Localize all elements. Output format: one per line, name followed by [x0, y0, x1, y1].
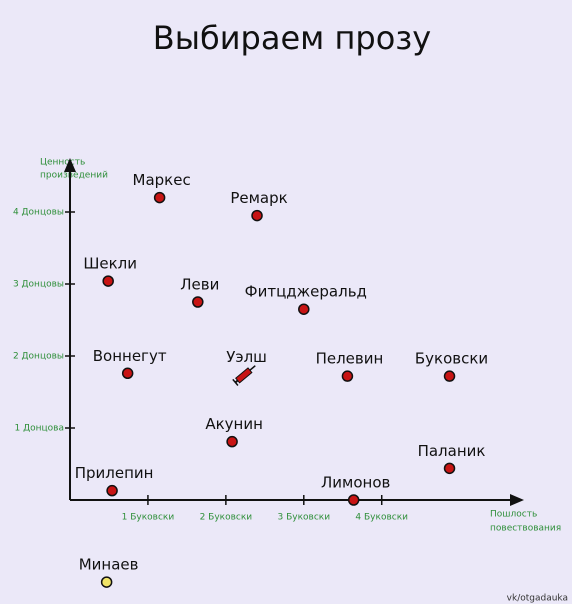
- point-label: Буковски: [415, 350, 488, 368]
- point: [443, 462, 456, 475]
- chart-title: Выбираем прозу: [153, 19, 431, 57]
- y-tick-label: 4 Донцовы: [13, 208, 64, 218]
- syringe-part: [249, 365, 256, 371]
- x-tick-label: 1 Буковски: [122, 513, 175, 523]
- point: [232, 365, 256, 386]
- x-tick-label: 3 Буковски: [278, 513, 331, 523]
- y-tick-label: 1 Донцова: [15, 424, 64, 434]
- x-axis-title: повествования: [490, 524, 561, 534]
- point-label: Прилепин: [75, 464, 154, 482]
- point-label: Ремарк: [230, 189, 287, 207]
- syringe-part: [232, 378, 239, 386]
- point: [251, 209, 263, 222]
- point-label: Акунин: [205, 415, 263, 433]
- point-label: Фитцджеральд: [245, 283, 367, 301]
- point-label: Уэлш: [226, 348, 267, 366]
- y-arrow: [64, 158, 76, 172]
- point: [192, 296, 204, 308]
- point-label: Леви: [180, 276, 219, 294]
- point-label: Пелевин: [316, 350, 384, 368]
- y-tick-label: 2 Донцовы: [13, 352, 64, 362]
- point-label: Паланик: [418, 442, 486, 460]
- y-axis-title: произведений: [40, 171, 108, 181]
- point: [341, 370, 354, 382]
- x-arrow: [510, 494, 524, 506]
- point: [121, 367, 134, 380]
- watermark: vk/otgadauka: [507, 594, 568, 604]
- point: [443, 370, 456, 382]
- point-label: Воннегут: [93, 347, 167, 365]
- point-label: Минаев: [79, 556, 139, 574]
- point-label: Маркес: [133, 171, 191, 189]
- x-axis-title: Пошлость: [490, 510, 537, 520]
- x-tick-label: 4 Буковски: [355, 513, 408, 523]
- point: [106, 484, 118, 497]
- point: [226, 435, 238, 448]
- point: [102, 275, 114, 287]
- point-label: Шекли: [83, 255, 137, 273]
- point-label: Лимонов: [321, 474, 390, 492]
- y-tick-label: 3 Донцовы: [13, 280, 64, 290]
- y-axis-title: Ценность: [40, 158, 85, 168]
- point: [100, 576, 113, 588]
- point: [298, 303, 310, 315]
- point: [153, 191, 166, 204]
- point: [347, 494, 360, 506]
- x-tick-label: 2 Буковски: [200, 513, 253, 523]
